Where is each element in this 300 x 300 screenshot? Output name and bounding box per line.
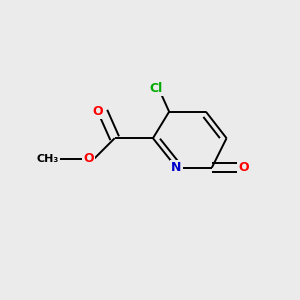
Text: O: O xyxy=(83,152,94,165)
Text: N: N xyxy=(171,161,182,174)
Text: O: O xyxy=(238,161,249,174)
Text: O: O xyxy=(92,105,103,118)
Text: CH₃: CH₃ xyxy=(37,154,59,164)
Text: Cl: Cl xyxy=(149,82,163,95)
